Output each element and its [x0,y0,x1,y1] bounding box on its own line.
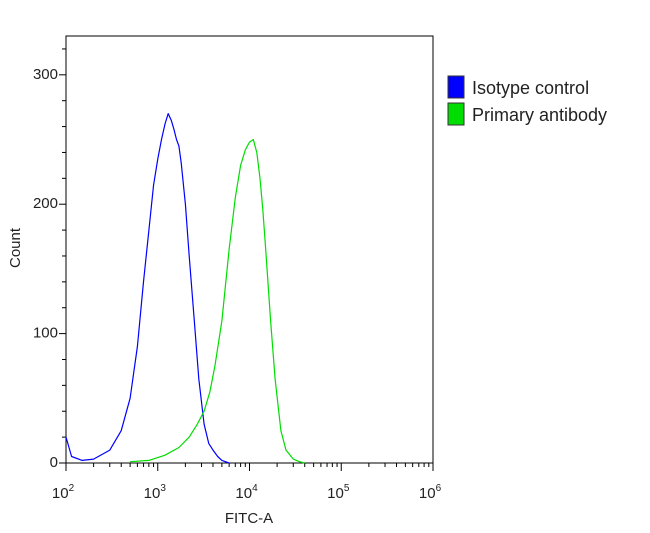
legend-label-primary-antibody: Primary antibody [472,105,607,125]
legend: Isotype control Primary antibody [447,75,607,126]
y-tick-label: 100 [33,325,58,342]
legend-swatch-primary-antibody [447,102,465,126]
y-tick-label: 200 [33,195,58,212]
legend-swatch-isotype-control [447,75,465,99]
x-axis: 102 103 104 105 106 [52,463,442,502]
x-tick-label: 102 [52,483,75,502]
x-tick-label: 104 [235,483,258,502]
x-tick-label: 103 [144,483,167,502]
x-tick-label: 106 [419,483,442,502]
y-axis-title: Count [7,227,24,268]
y-tick-label: 300 [33,66,58,83]
y-tick-label: 0 [50,454,58,471]
x-axis-title: FITC-A [225,510,273,527]
legend-label-isotype-control: Isotype control [472,78,589,98]
y-axis: 0 100 200 300 [33,48,66,471]
series-line-isotype-control [65,113,230,464]
x-tick-label: 105 [327,483,350,502]
series-layer [65,113,305,464]
series-line-primary-antibody [130,138,305,464]
